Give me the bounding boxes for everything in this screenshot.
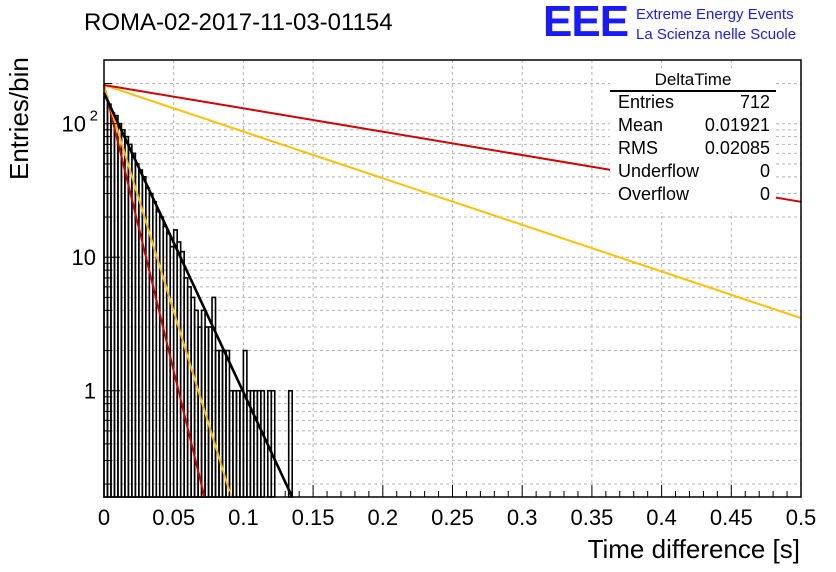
stats-value: 0 xyxy=(759,161,770,181)
x-tick-label: 0.5 xyxy=(786,505,817,530)
stats-divider xyxy=(610,90,776,92)
stats-label: Overflow xyxy=(618,184,690,204)
stats-title: DeltaTime xyxy=(654,70,732,89)
x-axis-label: Time difference [s] xyxy=(587,534,800,564)
x-tick-label: 0.3 xyxy=(507,505,538,530)
stats-row-overflow: Overflow 0 xyxy=(618,184,770,207)
x-tick-label: 0.4 xyxy=(646,505,677,530)
fit-curve xyxy=(103,84,802,320)
x-tick-label: 0.05 xyxy=(152,505,195,530)
stats-label: Entries xyxy=(618,92,675,112)
y-tick-label: 10 xyxy=(62,112,86,137)
fit-curve xyxy=(102,92,294,498)
stats-row-underflow: Underflow 0 xyxy=(618,161,770,184)
stats-box: DeltaTime Entries 712 Mean 0.01921 RMS 0… xyxy=(610,68,776,212)
stats-row-entries: Entries 712 xyxy=(618,92,770,115)
stats-value: 0.02085 xyxy=(704,138,770,158)
y-tick-label: 1 xyxy=(84,379,96,404)
fit-curve xyxy=(103,86,233,498)
stats-value: 0 xyxy=(759,184,770,204)
stats-label: Underflow xyxy=(618,161,700,181)
x-tick-label: 0.35 xyxy=(570,505,613,530)
y-tick-label: 10 xyxy=(72,245,96,270)
axis-ticks xyxy=(103,59,802,497)
x-tick-label: 0.1 xyxy=(228,505,259,530)
stats-label: Mean xyxy=(618,115,664,135)
stats-value: 0.01921 xyxy=(704,115,770,135)
logo-line-2: La Scienza nelle Scuole xyxy=(636,26,797,43)
y-tick-label-exponent: 2 xyxy=(90,108,98,125)
x-tick-label: 0.15 xyxy=(292,505,335,530)
stats-row-mean: Mean 0.01921 xyxy=(618,115,770,138)
x-tick-label: 0.2 xyxy=(368,505,399,530)
fit-curve xyxy=(103,84,206,498)
x-tick-label: 0 xyxy=(98,505,110,530)
x-tick-label: 0.25 xyxy=(431,505,474,530)
stats-row-rms: RMS 0.02085 xyxy=(618,138,770,161)
tick-labels: 0 0.05 0.1 0.15 0.2 0.25 0.3 0.35 0.4 0.45 0.5 1 10 1… xyxy=(62,108,817,530)
stats-value: 712 xyxy=(739,92,770,112)
plot-title: ROMA-02-2017-11-03-01154 xyxy=(84,9,393,36)
stats-label: RMS xyxy=(618,138,658,158)
eee-logo: EEE xyxy=(543,0,629,46)
logo-line-1: Extreme Energy Events xyxy=(636,6,794,23)
x-tick-label: 0.45 xyxy=(710,505,753,530)
y-axis-label: Entries/bin xyxy=(4,57,34,180)
